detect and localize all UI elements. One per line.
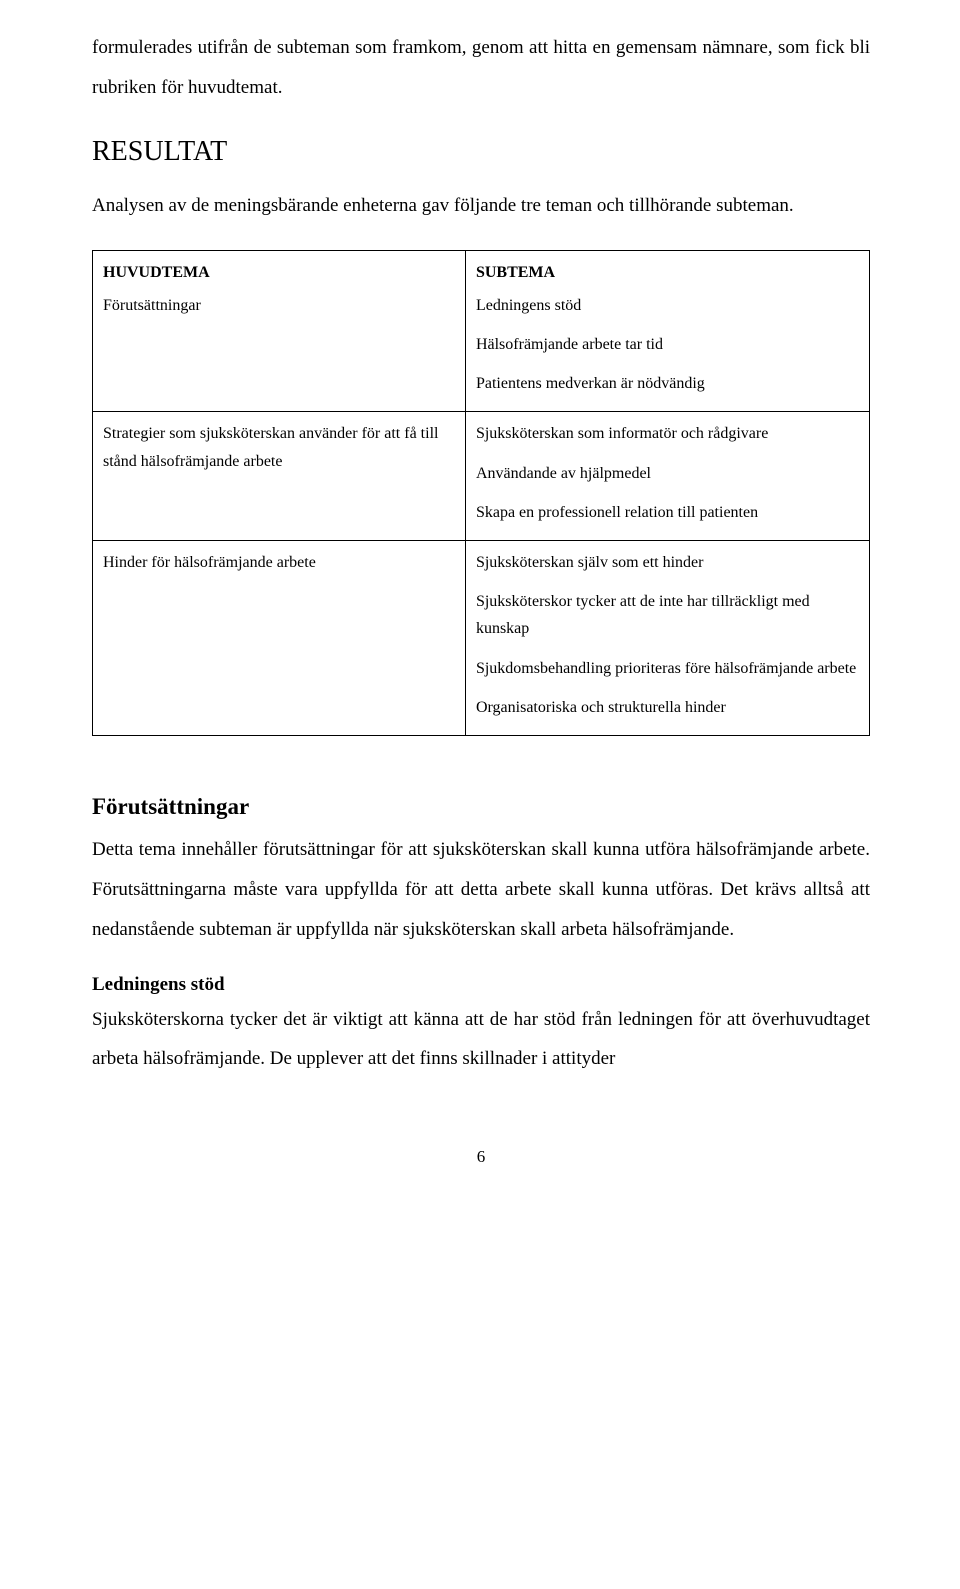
table-cell-text: Organisatoriska och strukturella hinder: [476, 694, 859, 721]
intro-paragraph: formulerades utifrån de subteman som fra…: [92, 28, 870, 108]
table-header-left: HUVUDTEMA Förutsättningar: [93, 250, 466, 412]
table-cell-text: Skapa en professionell relation till pat…: [476, 499, 859, 526]
page: formulerades utifrån de subteman som fra…: [0, 0, 960, 1227]
table-cell-text: Förutsättningar: [103, 292, 455, 319]
section-paragraph: Detta tema innehåller förutsättningar fö…: [92, 830, 870, 950]
result-paragraph: Analysen av de meningsbärande enheterna …: [92, 186, 870, 226]
table-cell-left: Strategier som sjuksköterskan använder f…: [93, 412, 466, 541]
subsection-paragraph: Sjuksköterskorna tycker det är viktigt a…: [92, 1000, 870, 1080]
table-cell-right: Sjuksköterskan som informatör och rådgiv…: [465, 412, 869, 541]
page-number: 6: [92, 1147, 870, 1167]
table-cell-text: Strategier som sjuksköterskan använder f…: [103, 420, 455, 474]
table-cell-text: Patientens medverkan är nödvändig: [476, 370, 859, 397]
table-cell-text: Hälsofrämjande arbete tar tid: [476, 331, 859, 358]
subtema-label: SUBTEMA: [476, 259, 859, 286]
table-cell-text: Användande av hjälpmedel: [476, 460, 859, 487]
table-cell-text: Ledningens stöd: [476, 292, 859, 319]
themes-table: HUVUDTEMA Förutsättningar SUBTEMA Lednin…: [92, 250, 870, 736]
table-header-row: HUVUDTEMA Förutsättningar SUBTEMA Lednin…: [93, 250, 870, 412]
table-header-right: SUBTEMA Ledningens stöd Hälsofrämjande a…: [465, 250, 869, 412]
table-cell-text: Sjukdomsbehandling prioriteras före häls…: [476, 655, 859, 682]
table-cell-text: Sjuksköterskan själv som ett hinder: [476, 549, 859, 576]
table-row: Hinder för hälsofrämjande arbete Sjukskö…: [93, 540, 870, 735]
table-cell-text: Sjuksköterskan som informatör och rådgiv…: [476, 420, 859, 447]
table-cell-text: Hinder för hälsofrämjande arbete: [103, 549, 455, 576]
section-heading: Förutsättningar: [92, 794, 870, 820]
table-cell-right: Sjuksköterskan själv som ett hinder Sjuk…: [465, 540, 869, 735]
result-heading: RESULTAT: [92, 136, 870, 168]
table-cell-left: Hinder för hälsofrämjande arbete: [93, 540, 466, 735]
huvudtema-label: HUVUDTEMA: [103, 259, 455, 286]
table-row: Strategier som sjuksköterskan använder f…: [93, 412, 870, 541]
subsection-heading: Ledningens stöd: [92, 974, 870, 996]
table-cell-text: Sjuksköterskor tycker att de inte har ti…: [476, 588, 859, 642]
